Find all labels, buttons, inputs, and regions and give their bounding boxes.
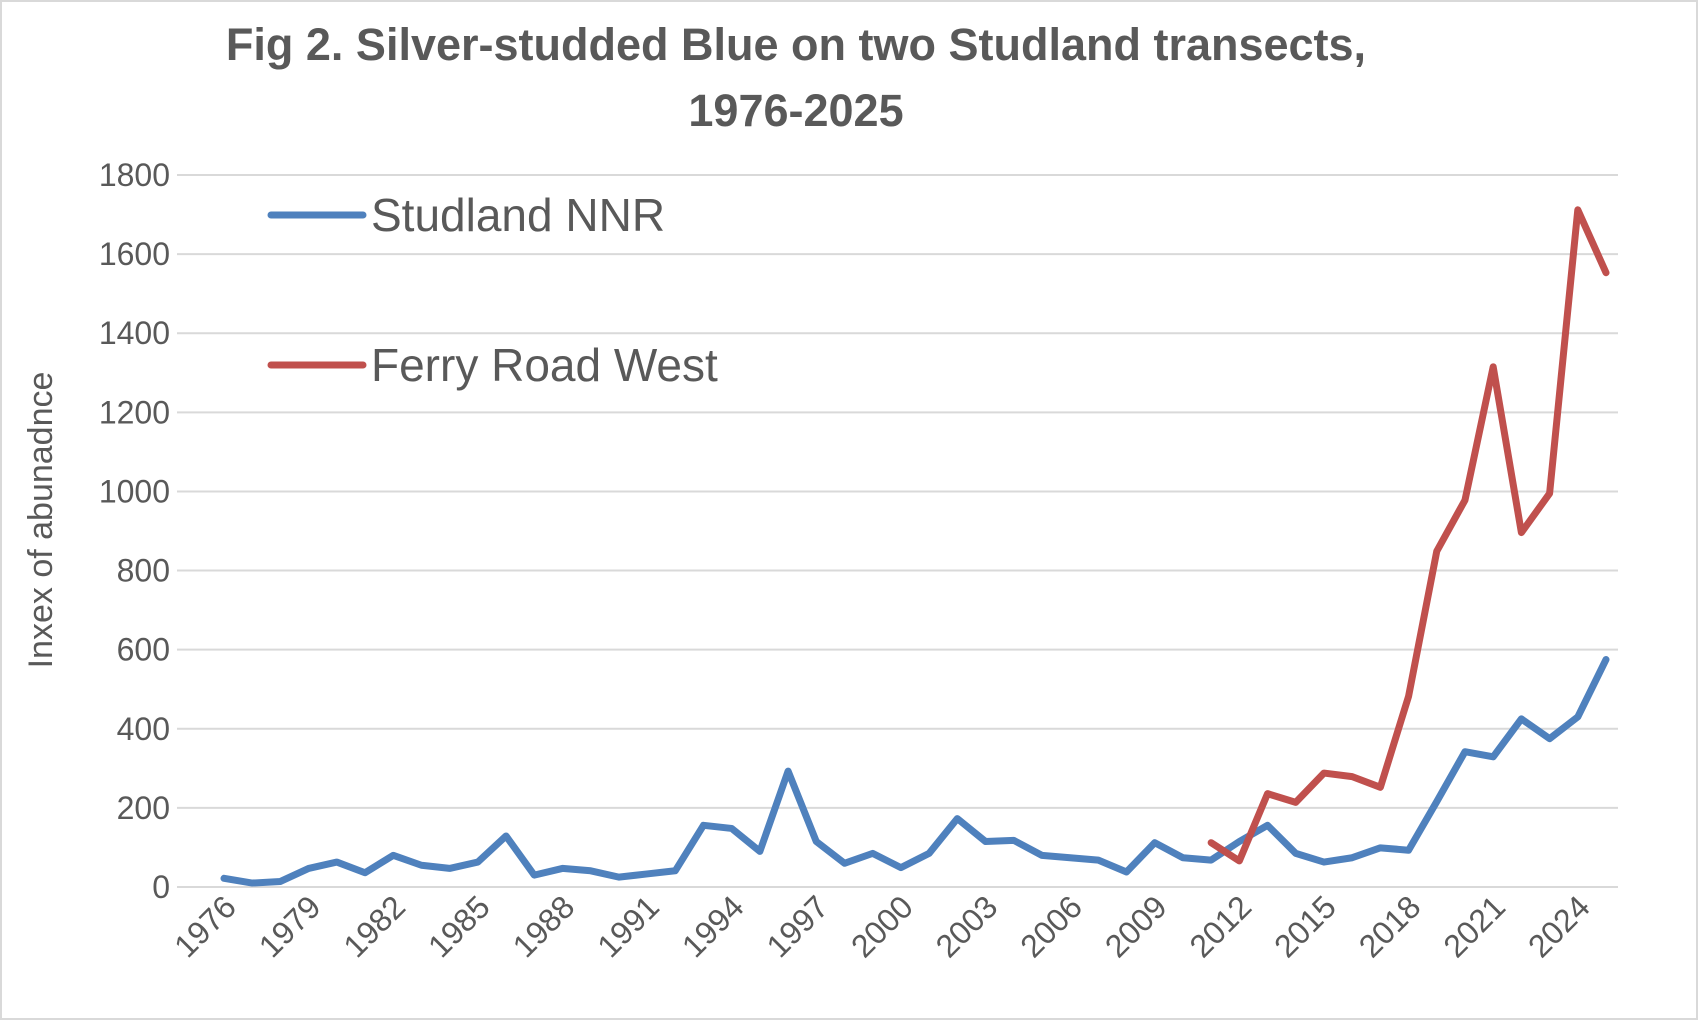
x-tick-label: 1985 (421, 888, 497, 964)
legend-label-studland-nnr: Studland NNR (371, 189, 665, 241)
y-tick-label: 800 (117, 553, 170, 589)
y-tick-label: 1600 (99, 236, 170, 272)
x-tick-label: 1988 (506, 888, 582, 964)
x-tick-label: 1991 (590, 888, 666, 964)
y-tick-label: 400 (117, 711, 170, 747)
x-tick-label: 1979 (252, 888, 328, 964)
x-tick-label: 2003 (929, 888, 1005, 964)
x-tick-label: 2006 (1013, 888, 1089, 964)
x-tick-label: 2021 (1436, 888, 1512, 964)
chart-title-line-2: 1976-2025 (688, 85, 903, 136)
y-tick-label: 200 (117, 790, 170, 826)
series-line-ferry-road-west (1207, 206, 1610, 865)
series-line-studland-nnr (220, 656, 1610, 887)
y-tick-label: 1400 (99, 315, 170, 351)
x-tick-label: 1994 (675, 888, 751, 964)
x-tick-label: 2000 (844, 888, 920, 964)
x-tick-label: 2012 (1183, 888, 1259, 964)
x-tick-label: 2024 (1521, 888, 1597, 964)
y-axis-label: Inxex of abunadnce (22, 372, 60, 669)
x-tick-label: 2009 (1098, 888, 1174, 964)
x-tick-label: 2018 (1352, 888, 1428, 964)
y-tick-label: 0 (152, 869, 170, 905)
y-tick-label: 1800 (99, 157, 170, 193)
legend-label-ferry-road-west: Ferry Road West (371, 339, 718, 391)
x-tick-label: 2015 (1267, 888, 1343, 964)
y-tick-label: 1000 (99, 473, 170, 509)
chart-title-line-1: Fig 2. Silver-studded Blue on two Studla… (226, 19, 1366, 70)
y-tick-label: 1200 (99, 394, 170, 430)
x-tick-label: 1976 (167, 888, 243, 964)
y-tick-label: 600 (117, 632, 170, 668)
x-tick-label: 1997 (759, 888, 835, 964)
x-tick-label: 1982 (336, 888, 412, 964)
